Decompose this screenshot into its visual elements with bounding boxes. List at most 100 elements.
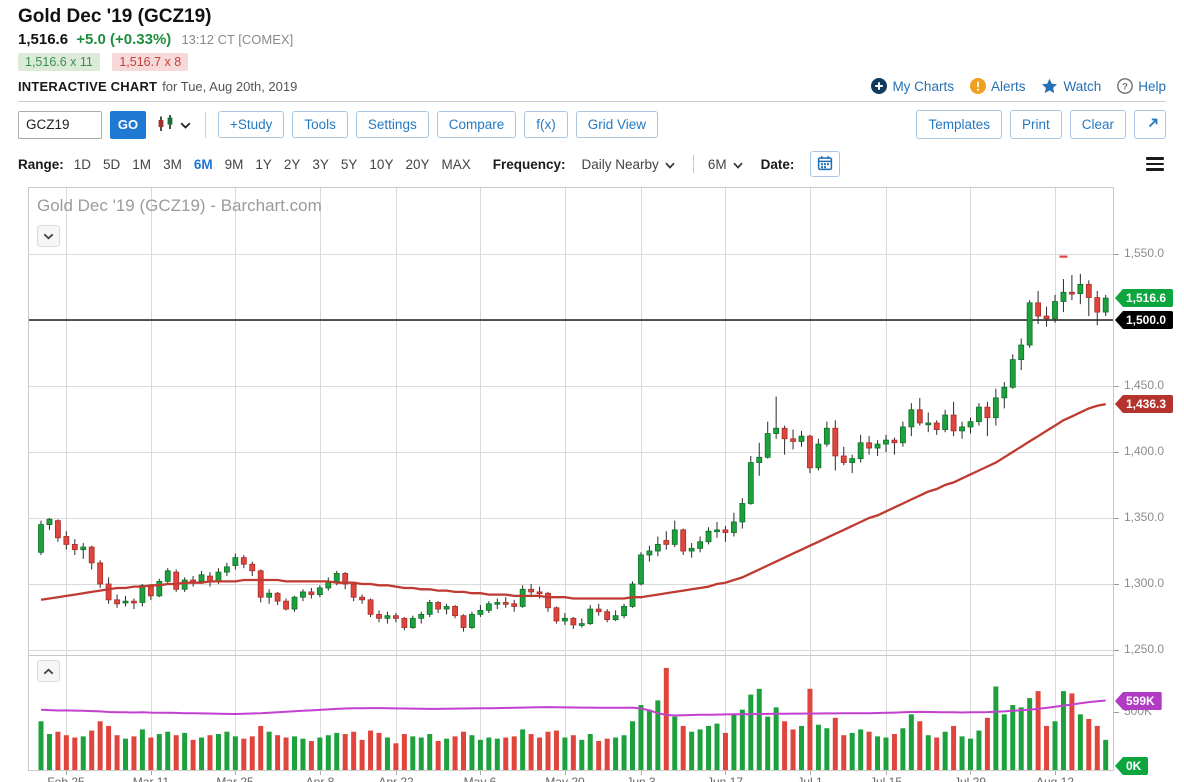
time-axis-label: Mar 25 [216, 775, 254, 782]
range-label: Range: [18, 156, 64, 172]
price-axis-label: 1,550.0 [1124, 246, 1165, 260]
range-6m[interactable]: 6M [193, 156, 213, 172]
print-button[interactable]: Print [1009, 110, 1062, 139]
grid-view-button[interactable]: Grid View [575, 111, 659, 138]
time-axis-tick [66, 771, 67, 775]
time-axis-tick [396, 771, 397, 775]
symbol-input[interactable] [18, 110, 102, 139]
last-price: 1,516.6 [18, 31, 69, 48]
time-axis-label: Jun 3 [626, 775, 656, 782]
range-2y[interactable]: 2Y [283, 156, 301, 172]
expand-chart-button[interactable] [1134, 110, 1166, 139]
chart-plot[interactable]: Gold Dec '19 (GCZ19) - Barchart.com [28, 187, 1114, 771]
time-axis-label: Jul 1 [797, 775, 823, 782]
time-axis-tick [480, 771, 481, 775]
time-axis-tick [151, 771, 152, 775]
add-study-button[interactable]: +Study [218, 111, 285, 138]
volume-zero-badge: 0K [1115, 757, 1149, 775]
fx-button[interactable]: f(x) [524, 111, 568, 138]
help-icon: ? [1117, 78, 1134, 94]
time-axis-label: Apr 22 [378, 775, 414, 782]
chart-area: Gold Dec '19 (GCZ19) - Barchart.com 1,55… [28, 187, 1184, 782]
svg-text:?: ? [1122, 81, 1128, 92]
hline-price-badge: 1,500.0 [1115, 311, 1174, 329]
range-1m[interactable]: 1M [132, 156, 152, 172]
chart-menu-button[interactable] [1144, 155, 1166, 173]
tools-button[interactable]: Tools [292, 111, 348, 138]
time-axis-label: May 20 [545, 775, 585, 782]
settings-button[interactable]: Settings [355, 111, 429, 138]
templates-button[interactable]: Templates [916, 110, 1002, 139]
volume-line-badge: 599K [1115, 692, 1162, 710]
date-picker-button[interactable] [810, 151, 841, 177]
my-charts-link[interactable]: My Charts [871, 78, 954, 94]
time-axis-tick [886, 771, 887, 775]
chevron-up-icon [43, 662, 54, 680]
section-date: for Tue, Aug 20th, 2019 [162, 78, 298, 94]
time-axis-label: Jul 29 [953, 775, 987, 782]
quote-time: 13:12 CT [COMEX] [181, 32, 294, 47]
price-axis[interactable]: 1,550.0 1,450.0 1,400.0 1,350.0 1,300.0 1,250… [1114, 188, 1184, 775]
price-pane-dropdown-button[interactable] [37, 225, 60, 247]
frequency-dropdown[interactable]: Daily Nearby [582, 157, 675, 172]
section-title-row: INTERACTIVE CHART for Tue, Aug 20th, 201… [18, 78, 1166, 102]
plus-circle-icon [871, 78, 888, 94]
time-axis[interactable]: Feb 25 Mar 11 Mar 25 Apr 8 Apr 22 May 6 May 20… [28, 771, 1114, 782]
price-axis-label-tick [1114, 584, 1119, 585]
time-axis-label: Jun 17 [706, 775, 744, 782]
range-9m[interactable]: 9M [224, 156, 244, 172]
quote-header: Gold Dec '19 (GCZ19) 1,516.6 +5.0 (+0.33… [0, 0, 1184, 102]
range-1d[interactable]: 1D [73, 156, 92, 172]
price-axis-label: 1,250.0 [1124, 642, 1165, 656]
range-bar: Range: 1D 5D 1M 3M 6M 9M 1Y 2Y 3Y 5Y 10Y… [0, 147, 1184, 185]
time-axis-tick [235, 771, 236, 775]
frequency-label: Frequency: [492, 156, 566, 172]
range-3y[interactable]: 3Y [312, 156, 329, 172]
price-axis-label: 1,450.0 [1124, 378, 1165, 392]
page-title: Gold Dec '19 (GCZ19) [18, 6, 212, 27]
candlestick-chart[interactable] [29, 188, 1113, 770]
price-axis-label-tick [1114, 518, 1119, 519]
time-axis-tick [970, 771, 971, 775]
rangebar-divider [692, 155, 694, 173]
range-20y[interactable]: 20Y [405, 156, 430, 172]
time-axis-label: Jul 15 [869, 775, 903, 782]
time-axis-label: Feb 25 [47, 775, 85, 782]
time-axis-tick [320, 771, 321, 775]
price-axis-label-tick [1114, 254, 1119, 255]
volume-axis-label-tick [1114, 712, 1119, 713]
quote-price-row: 1,516.6 +5.0 (+0.33%) 13:12 CT [COMEX] [18, 31, 1166, 48]
time-axis-label: Aug 12 [1035, 775, 1075, 782]
time-axis-tick [725, 771, 726, 775]
time-axis-label: May 6 [463, 775, 497, 782]
chart-watermark-title: Gold Dec '19 (GCZ19) - Barchart.com [37, 196, 322, 215]
date-label: Date: [760, 156, 795, 172]
watch-link[interactable]: Watch [1041, 78, 1101, 94]
time-axis-tick [1055, 771, 1056, 775]
clear-button[interactable]: Clear [1069, 110, 1126, 139]
price-axis-label-tick [1114, 386, 1119, 387]
section-title: INTERACTIVE CHART [18, 78, 158, 94]
bid-ask-row: 1,516.6 x 11 1,516.7 x 8 [18, 53, 1166, 71]
alerts-link[interactable]: Alerts [969, 78, 1025, 94]
price-axis-label-tick [1114, 452, 1119, 453]
range-max[interactable]: MAX [441, 156, 471, 172]
range-3m[interactable]: 3M [163, 156, 182, 172]
go-button[interactable]: GO [110, 110, 146, 139]
star-icon [1041, 78, 1058, 94]
range-5y[interactable]: 5Y [340, 156, 358, 172]
help-link[interactable]: ? Help [1117, 78, 1166, 94]
chevron-down-icon [180, 117, 191, 132]
volume-pane-collapse-button[interactable] [37, 660, 60, 682]
top-links: My Charts Alerts Watch ? Help [871, 78, 1166, 94]
time-axis-label: Apr 8 [305, 775, 335, 782]
chart-toolbar: GO +Study Tools Settings Compare f(x) Gr… [0, 102, 1184, 147]
time-axis-tick [641, 771, 642, 775]
chart-type-button[interactable] [154, 112, 193, 138]
range-5d[interactable]: 5D [103, 156, 121, 172]
range-1y[interactable]: 1Y [255, 156, 272, 172]
compare-button[interactable]: Compare [436, 111, 517, 138]
period-dropdown[interactable]: 6M [708, 157, 743, 172]
range-10y[interactable]: 10Y [369, 156, 394, 172]
bid-size-chip: 1,516.6 x 11 [18, 53, 100, 71]
